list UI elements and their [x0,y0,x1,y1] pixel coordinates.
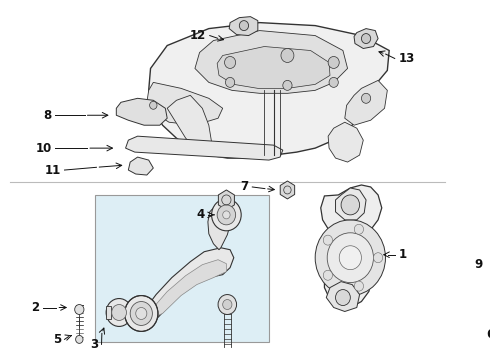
Text: 12: 12 [190,29,206,42]
Circle shape [362,33,370,44]
Circle shape [149,101,157,109]
Text: 1: 1 [398,248,407,261]
Text: 3: 3 [90,338,98,351]
Circle shape [225,77,235,87]
Circle shape [130,302,152,325]
Polygon shape [141,248,234,321]
Bar [127,306,132,319]
Circle shape [106,298,132,327]
Circle shape [336,289,350,306]
Text: 4: 4 [196,208,204,221]
Polygon shape [321,185,382,307]
Circle shape [328,57,339,68]
Circle shape [124,296,158,332]
Circle shape [224,57,236,68]
Circle shape [283,80,292,90]
Circle shape [329,77,338,87]
Polygon shape [280,181,294,199]
Circle shape [218,294,237,315]
Circle shape [323,270,333,280]
Circle shape [217,205,236,225]
Polygon shape [328,122,363,162]
Bar [106,306,111,319]
Text: 13: 13 [398,52,415,65]
Circle shape [239,21,248,31]
Text: 6: 6 [486,328,490,341]
Polygon shape [195,31,347,93]
Text: 11: 11 [45,163,61,176]
Polygon shape [326,282,360,311]
Polygon shape [153,260,226,318]
Circle shape [136,307,147,319]
Circle shape [339,246,362,270]
Circle shape [74,305,84,315]
Circle shape [341,195,360,215]
Polygon shape [148,23,389,158]
Text: 8: 8 [43,109,51,122]
Polygon shape [147,82,222,125]
Polygon shape [116,98,167,125]
Polygon shape [354,28,378,49]
Circle shape [75,336,83,343]
Polygon shape [219,190,234,210]
Polygon shape [229,17,258,36]
Circle shape [212,199,241,231]
Text: 5: 5 [52,333,61,346]
Circle shape [373,253,383,263]
Text: 10: 10 [35,141,51,155]
Polygon shape [336,188,366,220]
Text: 7: 7 [241,180,248,193]
Polygon shape [125,136,283,160]
Polygon shape [345,80,387,125]
Polygon shape [208,205,230,250]
Bar [95,195,269,342]
Circle shape [323,235,333,245]
Circle shape [354,281,364,291]
Text: 9: 9 [474,258,483,271]
Circle shape [461,302,470,312]
Circle shape [362,93,370,103]
Circle shape [327,233,373,283]
Circle shape [354,224,364,234]
Polygon shape [128,157,153,175]
Polygon shape [217,46,330,88]
Circle shape [222,211,230,219]
Polygon shape [167,95,212,150]
Circle shape [315,220,386,296]
Circle shape [112,305,126,320]
Circle shape [222,300,232,310]
Circle shape [281,49,294,62]
Text: 2: 2 [31,301,40,314]
